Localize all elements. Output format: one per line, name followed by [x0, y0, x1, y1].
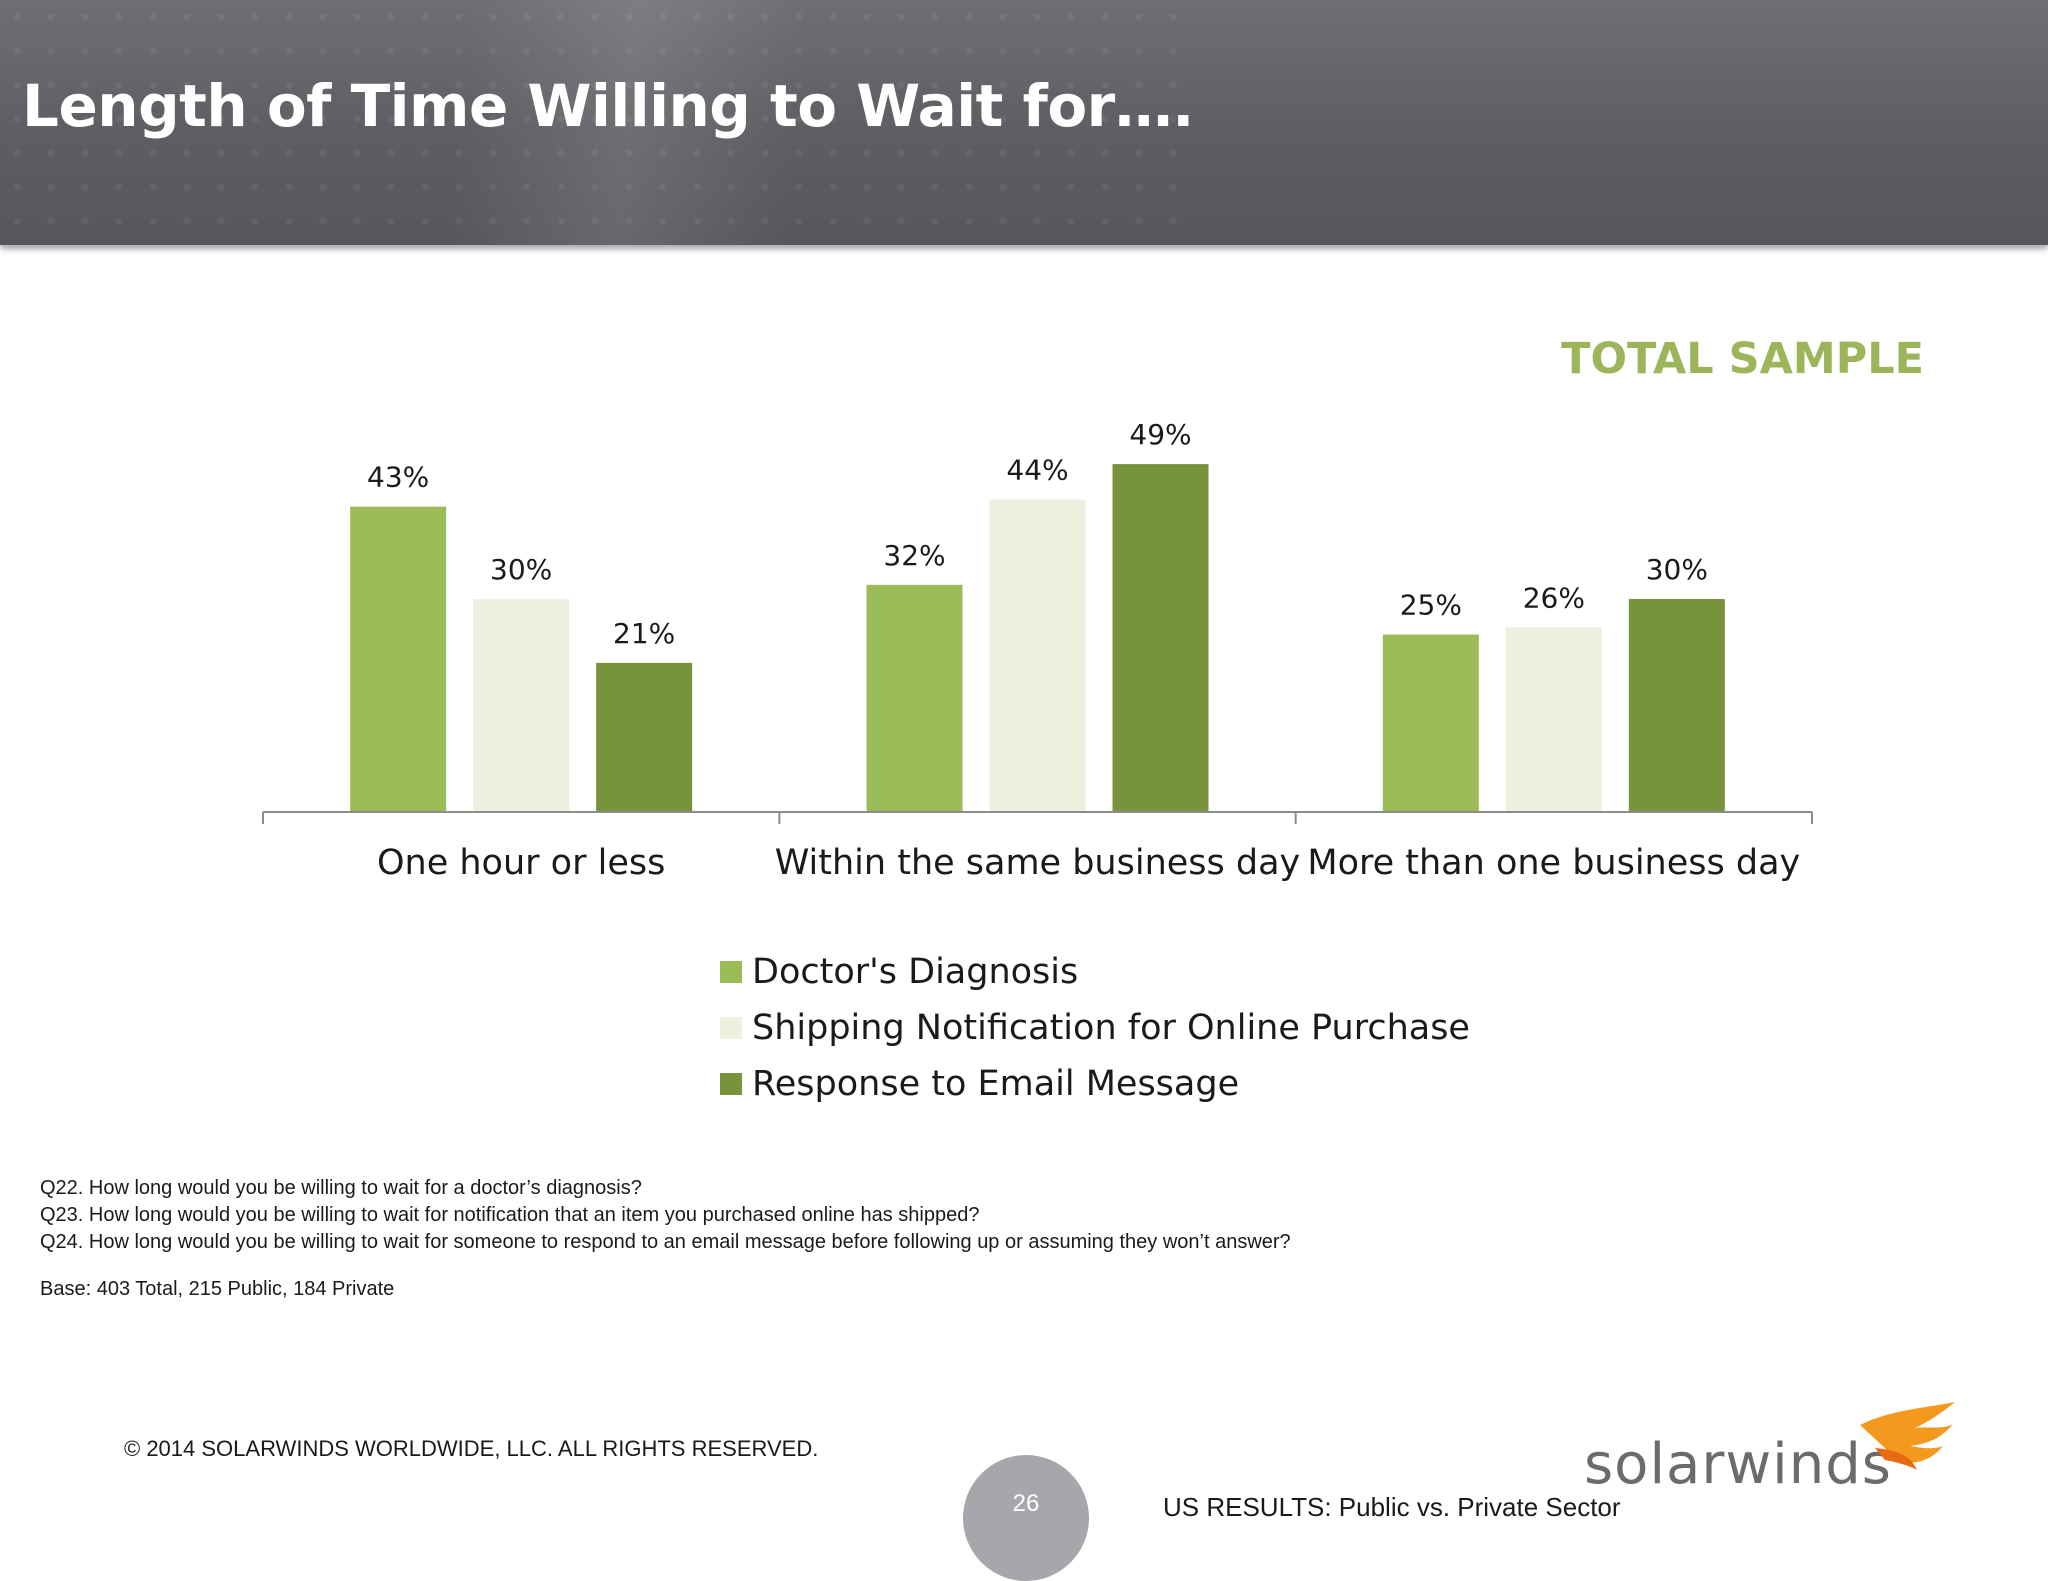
data-label: 30% — [490, 553, 552, 586]
data-label: 44% — [1006, 454, 1068, 487]
legend-label: Response to Email Message — [752, 1064, 1240, 1104]
header-banner: Length of Time Willing to Wait for…. — [0, 0, 2048, 245]
base-note: Base: 403 Total, 215 Public, 184 Private — [40, 1278, 395, 1300]
page-number-badge — [963, 1455, 1089, 1581]
solarwinds-flame-icon — [1860, 1402, 1955, 1470]
category-label: Within the same business day — [775, 843, 1301, 883]
bar — [473, 599, 570, 812]
note-q24: Q24. How long would you be willing to wa… — [40, 1231, 1291, 1253]
copyright-text: © 2014 SOLARWINDS WORLDWIDE, LLC. ALL RI… — [124, 1436, 819, 1461]
page-title: Length of Time Willing to Wait for…. — [22, 72, 1194, 140]
data-label: 32% — [883, 539, 945, 572]
chart-legend: Doctor's Diagnosis Shipping Notification… — [720, 944, 1470, 1112]
data-label: 21% — [613, 617, 675, 650]
data-label: 26% — [1523, 581, 1585, 614]
bar-chart: 43% 30% 21% One hour or less 32% 44% 49% Within… — [262, 418, 1813, 883]
bar — [989, 499, 1086, 812]
legend-label: Doctor's Diagnosis — [752, 952, 1079, 992]
page-number: 26 — [1012, 1490, 1040, 1517]
data-label: 25% — [1400, 589, 1462, 622]
category-label: One hour or less — [377, 843, 665, 883]
bar — [1628, 599, 1725, 812]
legend-swatch — [720, 1017, 742, 1039]
category-label: More than one business day — [1307, 843, 1800, 883]
bar — [350, 506, 447, 812]
bar — [1505, 627, 1602, 812]
data-label: 30% — [1646, 553, 1708, 586]
sample-label: TOTAL SAMPLE — [1561, 334, 1924, 384]
legend-swatch — [720, 1073, 742, 1095]
bar — [596, 662, 693, 812]
legend-label: Shipping Notification for Online Purchas… — [752, 1008, 1470, 1048]
question-notes: Q22. How long would you be willing to wa… — [40, 1175, 1291, 1256]
bar — [1112, 464, 1209, 812]
legend-item-shipping-notification: Shipping Notification for Online Purchas… — [720, 1000, 1470, 1056]
legend-item-email-response: Response to Email Message — [720, 1056, 1470, 1112]
bar — [866, 584, 963, 812]
legend-swatch — [720, 961, 742, 983]
legend-item-doctors-diagnosis: Doctor's Diagnosis — [720, 944, 1470, 1000]
results-label: US RESULTS: Public vs. Private Sector — [1163, 1492, 1621, 1522]
note-q23: Q23. How long would you be willing to wa… — [40, 1204, 980, 1226]
data-label: 49% — [1129, 418, 1191, 451]
note-q22: Q22. How long would you be willing to wa… — [40, 1177, 642, 1199]
solarwinds-logo-text: solarwinds — [1584, 1432, 1892, 1497]
data-label: 43% — [367, 461, 429, 494]
bar — [1382, 634, 1479, 812]
header-dot-pattern — [0, 0, 1200, 245]
